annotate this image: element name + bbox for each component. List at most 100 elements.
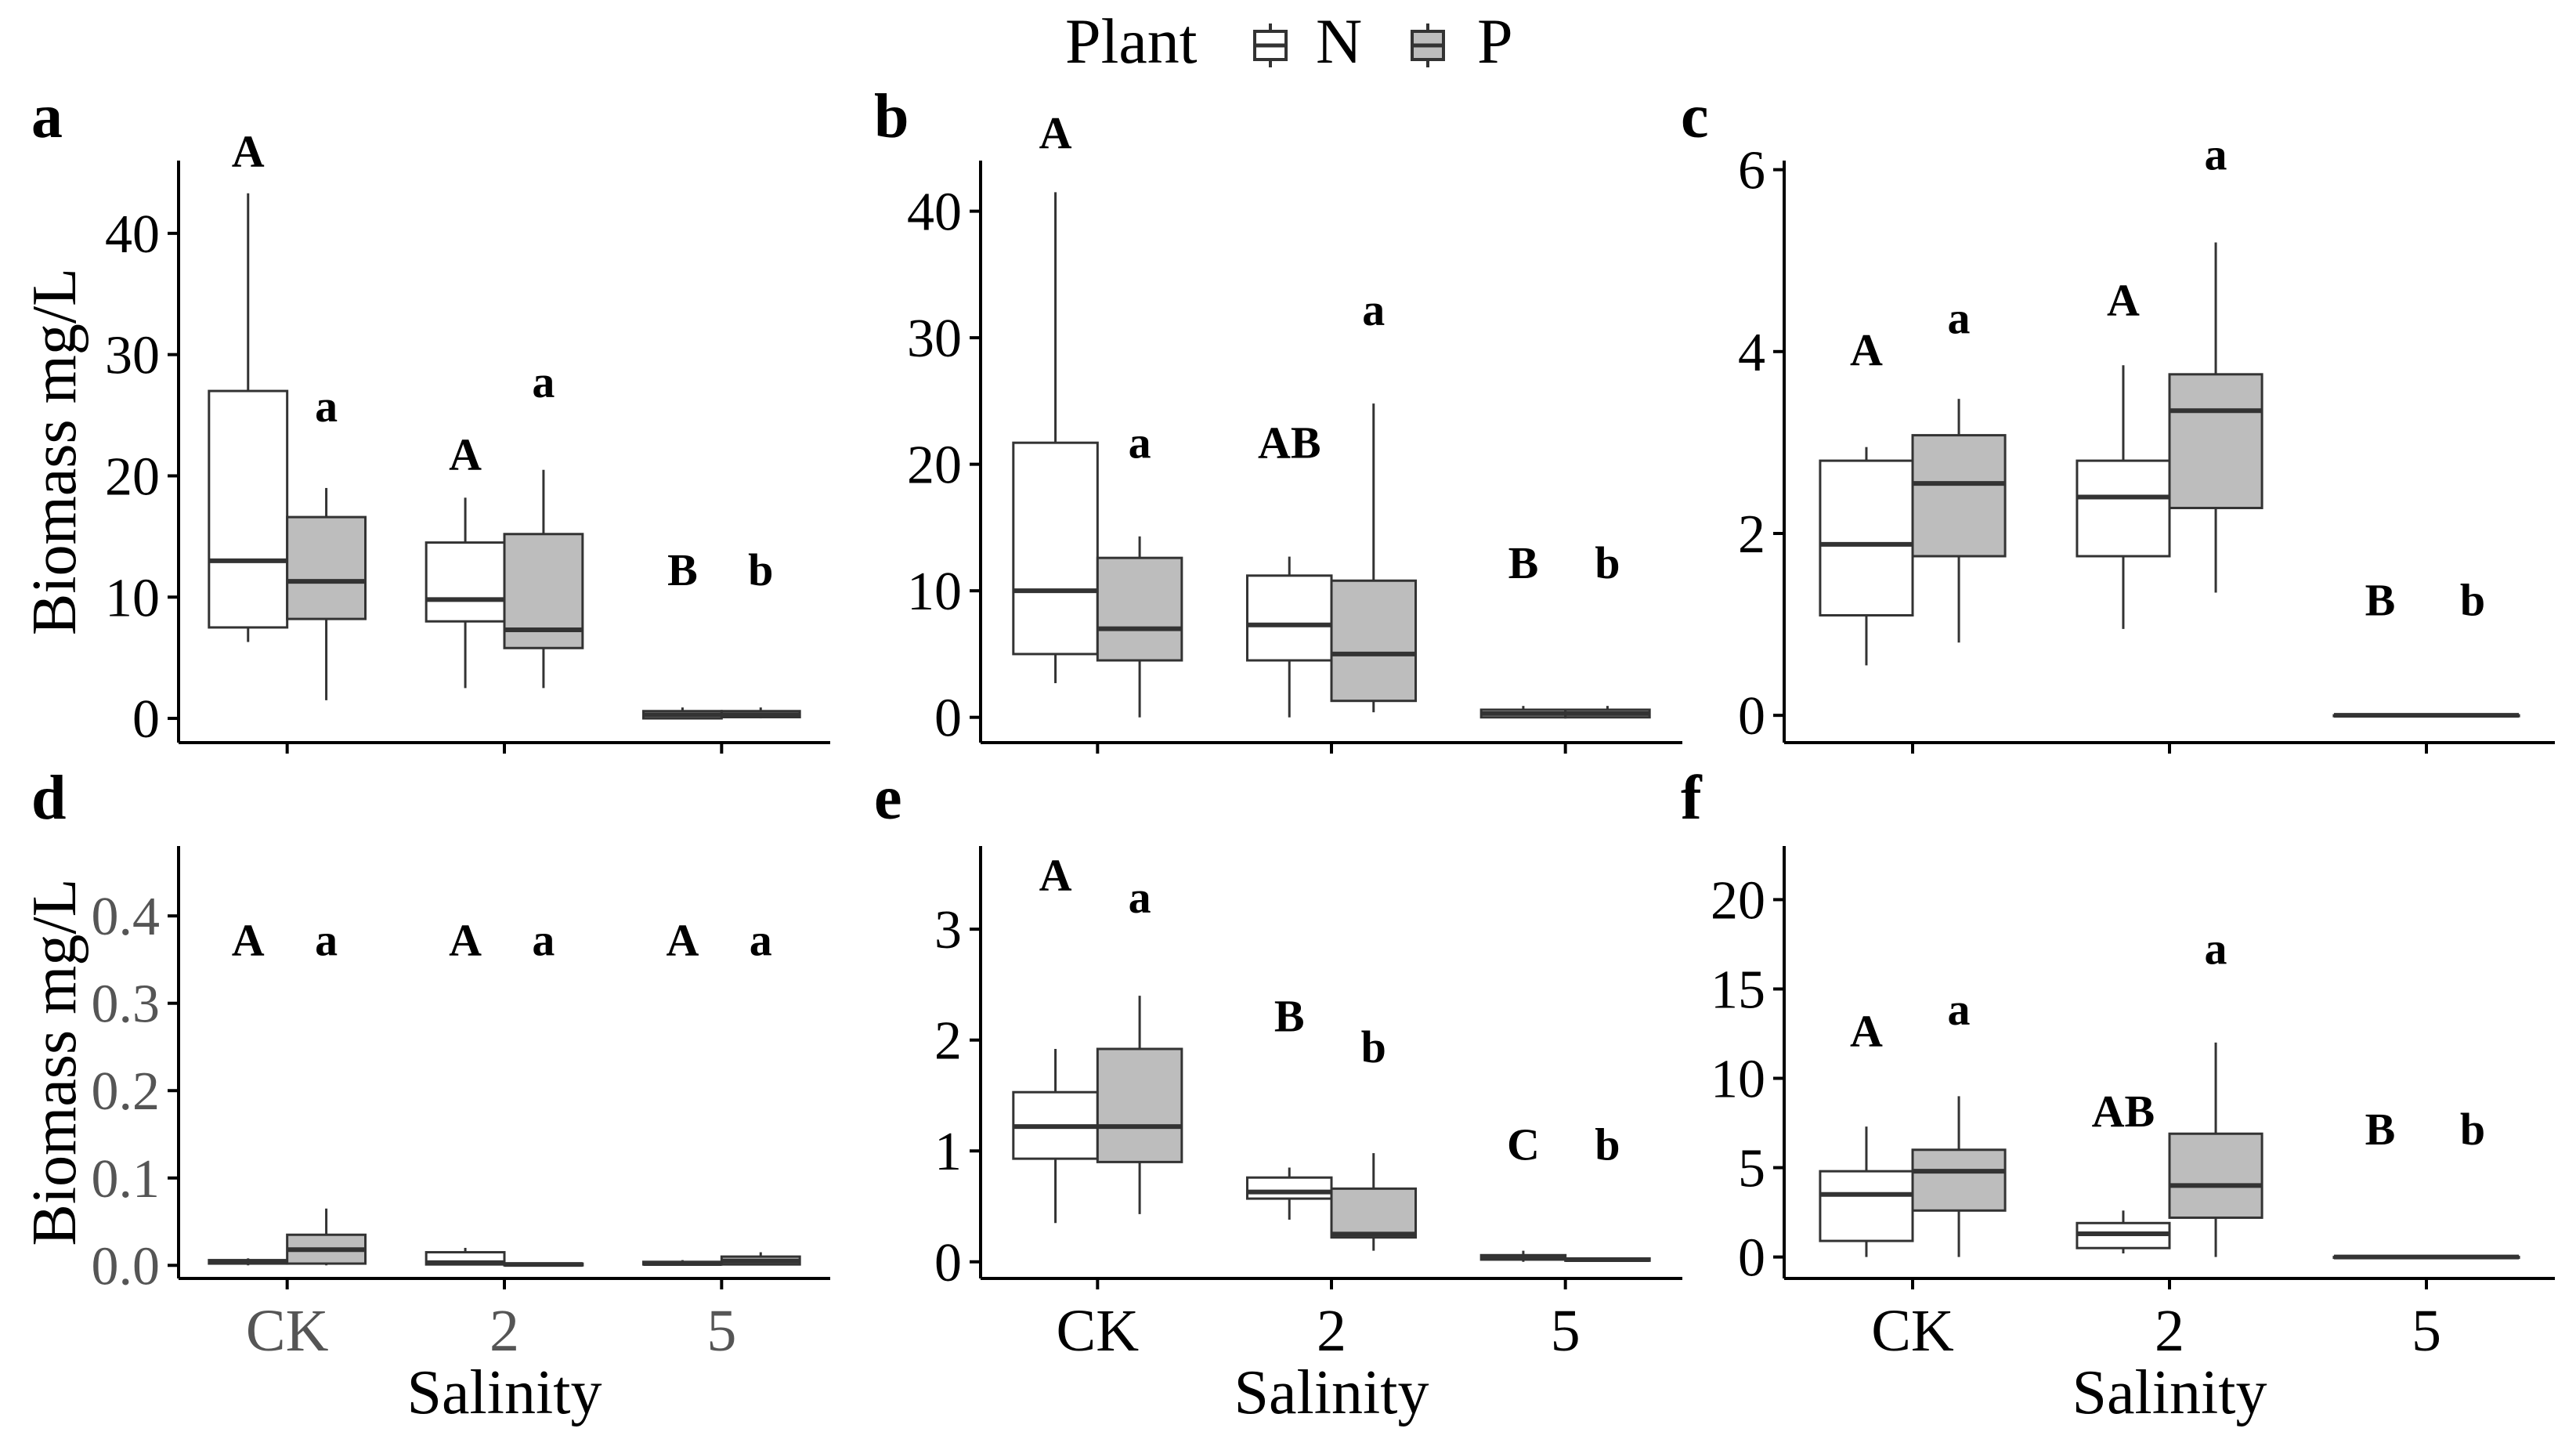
- letter-n: B: [2365, 574, 2396, 625]
- box-n-ck: [208, 193, 289, 642]
- y-tick-label: 5: [1738, 1139, 1765, 1199]
- box-n-2: [2076, 365, 2171, 629]
- y-tick-label: 0: [934, 689, 962, 749]
- y-tick-label: 0: [1738, 1228, 1765, 1289]
- box-n-2: [425, 1247, 506, 1266]
- letter-n: A: [1039, 850, 1072, 901]
- box-p-2: [1330, 403, 1418, 713]
- y-tick-label: 0.1: [92, 1149, 161, 1210]
- letter-p: a: [315, 914, 338, 965]
- box-n-5: [2332, 1254, 2428, 1260]
- y-tick-label: 30: [105, 326, 160, 386]
- box-body: [1096, 556, 1183, 662]
- y-tick-label: 40: [105, 204, 160, 265]
- box-n-ck: [1819, 447, 1914, 666]
- panel-a: a 0 10 20 30 40 Biomass mg/L A A Ba a b: [20, 82, 830, 754]
- legend-key-n: [1253, 24, 1288, 67]
- x-tick-label: CK: [1871, 1298, 1954, 1364]
- y-axis-title: Biomass mg/L: [20, 268, 89, 635]
- letter-n: AB: [1258, 418, 1321, 468]
- x-axis-title: Salinity: [2072, 1358, 2267, 1427]
- box-body: [2168, 1132, 2263, 1219]
- letter-n: B: [1508, 537, 1539, 588]
- y-tick-label: 10: [105, 568, 160, 628]
- x-tick-label: 5: [706, 1298, 736, 1364]
- y-tick-label: 0: [1738, 686, 1765, 747]
- panel-b: b 0 10 20 30 40 A AB Ba a b: [874, 82, 1682, 754]
- box-p-5: [2425, 713, 2520, 718]
- letter-n: A: [1039, 107, 1072, 158]
- panel-c: c 0 2 4 6 A A Ba a b: [1681, 82, 2555, 754]
- box-n-ck: [1819, 1126, 1914, 1257]
- box-p-ck: [286, 1208, 367, 1266]
- panel-d: d 0.0 0.1 0.2 0.3 0.4 CK 2 5 Biomass mg/L Salinity…: [20, 764, 830, 1427]
- panel-f: f 0 5 10 15 20 CK 2 5 Salinity A AB Ba a b: [1681, 764, 2555, 1427]
- box-n-ck: [1012, 1049, 1099, 1224]
- box-body: [1245, 1176, 1333, 1200]
- x-tick-label: 2: [1317, 1298, 1346, 1364]
- box-n-2: [1245, 556, 1333, 718]
- letter-n: C: [1507, 1119, 1540, 1170]
- box-n-5: [641, 707, 723, 720]
- y-tick-label: 20: [1711, 870, 1765, 931]
- letter-n: A: [232, 126, 265, 177]
- box-n-2: [2076, 1210, 2171, 1254]
- box-n-5: [641, 1260, 723, 1267]
- box-p-ck: [1096, 536, 1183, 718]
- letter-n: B: [2365, 1104, 2396, 1155]
- y-tick-label: 0.3: [92, 975, 161, 1035]
- box-n-ck: [208, 1258, 289, 1266]
- box-p-ck: [286, 487, 367, 700]
- box-body: [1330, 579, 1418, 703]
- letter-n: A: [666, 914, 699, 965]
- box-body: [1911, 434, 2007, 558]
- box-body: [2076, 459, 2171, 558]
- y-axis-title: Biomass mg/L: [20, 879, 89, 1246]
- legend-key-p: [1411, 24, 1445, 67]
- box-body: [1245, 574, 1333, 662]
- letter-p: a: [1362, 284, 1385, 335]
- panel-label-e: e: [874, 764, 902, 833]
- letter-p: b: [748, 544, 773, 595]
- y-tick-label: 0: [132, 689, 160, 750]
- y-tick-label: 10: [1711, 1050, 1765, 1110]
- letter-p: a: [750, 914, 772, 965]
- box-p-2: [1330, 1153, 1418, 1251]
- y-tick-label: 10: [907, 562, 962, 622]
- box-body: [1330, 1187, 1418, 1239]
- y-tick-label: 30: [907, 309, 962, 369]
- letter-n: A: [1850, 324, 1883, 375]
- letter-p: a: [532, 914, 555, 965]
- legend-title: Plant: [1065, 5, 1198, 77]
- box-n-5: [2332, 713, 2428, 718]
- y-tick-label: 4: [1738, 323, 1765, 383]
- panel-label-c: c: [1681, 82, 1709, 151]
- letter-p: a: [1129, 418, 1151, 468]
- box-body: [1911, 1148, 2007, 1212]
- x-tick-label: 2: [490, 1298, 519, 1364]
- y-tick-label: 1: [934, 1122, 962, 1182]
- box-p-5: [2425, 1254, 2520, 1260]
- box-body: [1819, 1170, 1914, 1242]
- panel-label-f: f: [1681, 764, 1703, 833]
- legend: Plant N P: [1065, 5, 1513, 77]
- panel-label-a: a: [31, 82, 63, 151]
- letter-n: A: [449, 429, 482, 480]
- letter-p: a: [1948, 984, 1971, 1035]
- box-p-2: [2168, 242, 2263, 593]
- y-tick-label: 2: [934, 1011, 962, 1072]
- letter-n: A: [449, 914, 482, 965]
- box-body: [425, 541, 506, 623]
- x-tick-label: 5: [1551, 1298, 1581, 1364]
- box-p-5: [1564, 706, 1651, 719]
- letter-n: A: [1850, 1005, 1883, 1056]
- x-axis-title: Salinity: [1234, 1358, 1429, 1427]
- box-n-2: [1245, 1167, 1333, 1220]
- letter-p: a: [315, 381, 338, 432]
- box-n-2: [425, 497, 506, 689]
- letter-p: a: [1948, 293, 1971, 344]
- box-body: [1012, 441, 1099, 656]
- box-n-ck: [1012, 192, 1099, 684]
- x-tick-label: CK: [246, 1298, 329, 1364]
